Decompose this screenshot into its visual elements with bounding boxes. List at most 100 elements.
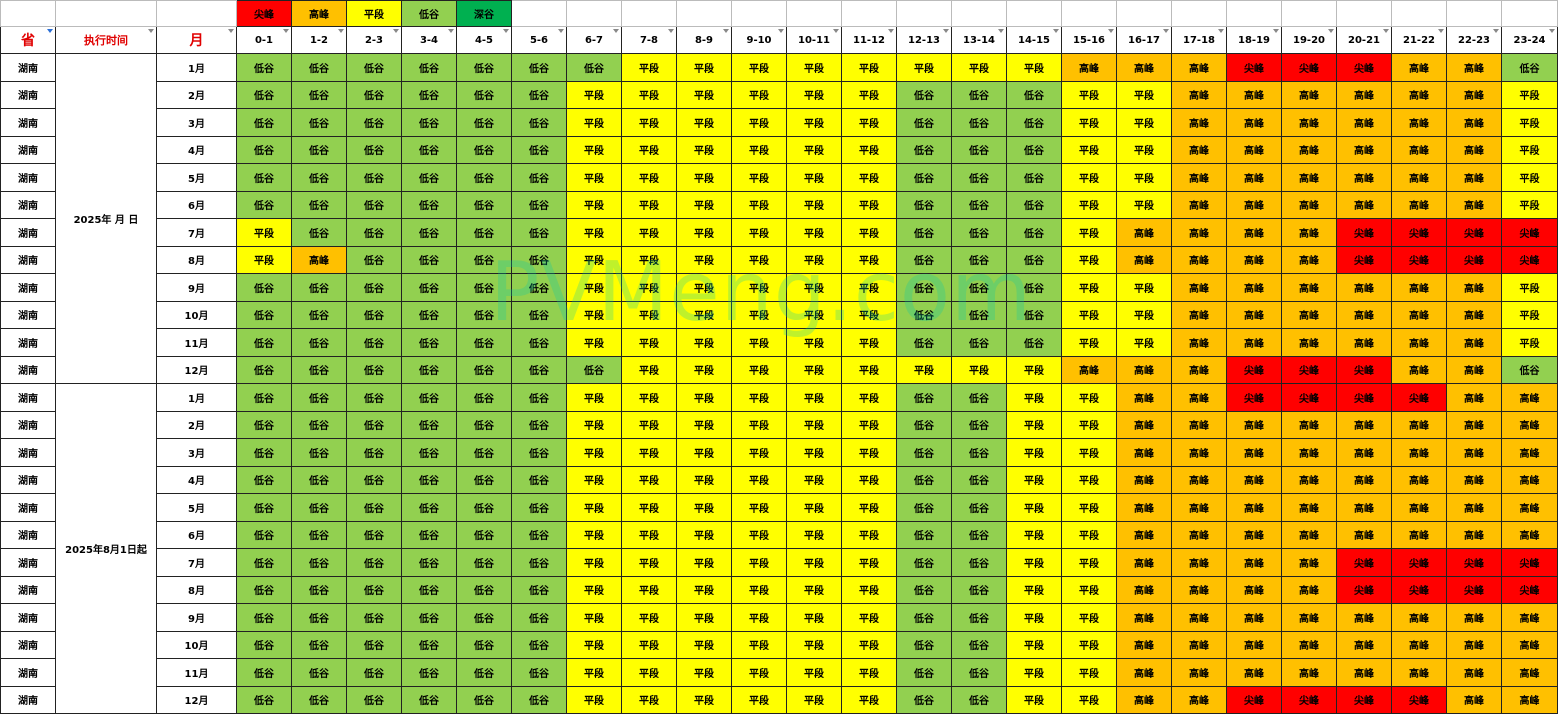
- header-hour[interactable]: 19-20: [1281, 26, 1337, 54]
- cell-period-gao[interactable]: 高峰: [1171, 548, 1227, 577]
- cell-period-gao[interactable]: 高峰: [1446, 135, 1502, 164]
- cell-period-gao[interactable]: 高峰: [1116, 685, 1172, 714]
- cell-period-di[interactable]: 低谷: [896, 685, 952, 714]
- cell-period-gao[interactable]: 高峰: [1446, 273, 1502, 302]
- cell-period-di[interactable]: 低谷: [291, 603, 347, 632]
- cell-period-jian[interactable]: 尖峰: [1336, 685, 1392, 714]
- cell-period-gao[interactable]: 高峰: [1116, 493, 1172, 522]
- cell-period-gao[interactable]: 高峰: [1281, 300, 1337, 329]
- cell-period-gao[interactable]: 高峰: [1226, 493, 1282, 522]
- cell-period-ping[interactable]: 平段: [731, 465, 787, 494]
- cell-month[interactable]: 3月: [156, 438, 237, 467]
- cell-period-di[interactable]: 低谷: [1006, 273, 1062, 302]
- cell-period-ping[interactable]: 平段: [621, 328, 677, 357]
- cell-period-gao[interactable]: 高峰: [1446, 163, 1502, 192]
- cell-period-ping[interactable]: 平段: [786, 548, 842, 577]
- cell-period-di[interactable]: 低谷: [236, 273, 292, 302]
- cell-period-gao[interactable]: 高峰: [1171, 603, 1227, 632]
- cell-period-gao[interactable]: 高峰: [1446, 493, 1502, 522]
- cell-period-ping[interactable]: 平段: [676, 410, 732, 439]
- cell-period-gao[interactable]: 高峰: [1281, 135, 1337, 164]
- cell-period-ping[interactable]: 平段: [621, 300, 677, 329]
- cell-period-jian[interactable]: 尖峰: [1226, 53, 1282, 82]
- cell-period-di[interactable]: 低谷: [346, 108, 402, 137]
- cell-period-jian[interactable]: 尖峰: [1281, 355, 1337, 384]
- cell-period-ping[interactable]: 平段: [566, 218, 622, 247]
- cell-period-ping[interactable]: 平段: [731, 685, 787, 714]
- cell-period-gao[interactable]: 高峰: [1501, 630, 1558, 659]
- cell-period-gao[interactable]: 高峰: [1336, 410, 1392, 439]
- cell-period-gao[interactable]: 高峰: [1336, 658, 1392, 687]
- cell-period-di[interactable]: 低谷: [346, 603, 402, 632]
- cell-period-di[interactable]: 低谷: [951, 685, 1007, 714]
- cell-period-gao[interactable]: 高峰: [1446, 328, 1502, 357]
- filter-dropdown-icon[interactable]: [1273, 29, 1279, 33]
- filter-dropdown-icon[interactable]: [338, 29, 344, 33]
- cell-period-ping[interactable]: 平段: [786, 465, 842, 494]
- cell-period-ping[interactable]: 平段: [731, 355, 787, 384]
- cell-period-gao[interactable]: 高峰: [1391, 493, 1447, 522]
- cell-period-ping[interactable]: 平段: [1006, 465, 1062, 494]
- cell-period-di[interactable]: 低谷: [896, 465, 952, 494]
- header-hour[interactable]: 16-17: [1116, 26, 1172, 54]
- cell-period-di[interactable]: 低谷: [236, 548, 292, 577]
- cell-period-di[interactable]: 低谷: [346, 328, 402, 357]
- cell-period-di[interactable]: 低谷: [291, 630, 347, 659]
- cell-period-ping[interactable]: 平段: [786, 658, 842, 687]
- legend-gao[interactable]: 高峰: [291, 0, 347, 27]
- cell-period-di[interactable]: 低谷: [1006, 163, 1062, 192]
- cell-period-jian[interactable]: 尖峰: [1281, 685, 1337, 714]
- cell-period-ping[interactable]: 平段: [676, 493, 732, 522]
- cell-period-di[interactable]: 低谷: [236, 520, 292, 549]
- cell-period-di[interactable]: 低谷: [401, 80, 457, 109]
- empty-cell[interactable]: [1226, 0, 1282, 27]
- cell-period-jian[interactable]: 尖峰: [1226, 355, 1282, 384]
- cell-period-ping[interactable]: 平段: [236, 245, 292, 274]
- cell-period-ping[interactable]: 平段: [731, 493, 787, 522]
- cell-period-ping[interactable]: 平段: [841, 383, 897, 412]
- cell-period-gao[interactable]: 高峰: [1116, 548, 1172, 577]
- cell-period-di[interactable]: 低谷: [896, 575, 952, 604]
- cell-period-ping[interactable]: 平段: [1061, 245, 1117, 274]
- cell-period-ping[interactable]: 平段: [1006, 548, 1062, 577]
- cell-period-di[interactable]: 低谷: [951, 658, 1007, 687]
- cell-period-ping[interactable]: 平段: [566, 630, 622, 659]
- cell-period-ping[interactable]: 平段: [841, 438, 897, 467]
- cell-period-gao[interactable]: 高峰: [1171, 135, 1227, 164]
- cell-period-gao[interactable]: 高峰: [1336, 135, 1392, 164]
- cell-period-ping[interactable]: 平段: [841, 273, 897, 302]
- cell-month[interactable]: 5月: [156, 163, 237, 192]
- cell-period-di[interactable]: 低谷: [511, 465, 567, 494]
- cell-period-ping[interactable]: 平段: [676, 300, 732, 329]
- cell-period-gao[interactable]: 高峰: [1391, 438, 1447, 467]
- cell-period-di[interactable]: 低谷: [401, 438, 457, 467]
- header-hour[interactable]: 1-2: [291, 26, 347, 54]
- cell-period-gao[interactable]: 高峰: [1391, 520, 1447, 549]
- cell-period-di[interactable]: 低谷: [896, 658, 952, 687]
- empty-cell[interactable]: [1061, 0, 1117, 27]
- cell-province[interactable]: 湖南: [0, 163, 56, 192]
- cell-period-ping[interactable]: 平段: [1061, 465, 1117, 494]
- cell-period-ping[interactable]: 平段: [1061, 410, 1117, 439]
- cell-period-ping[interactable]: 平段: [621, 465, 677, 494]
- cell-period-ping[interactable]: 平段: [1501, 108, 1558, 137]
- cell-period-ping[interactable]: 平段: [566, 108, 622, 137]
- cell-period-ping[interactable]: 平段: [1061, 300, 1117, 329]
- cell-period-gao[interactable]: 高峰: [1446, 603, 1502, 632]
- cell-period-di[interactable]: 低谷: [346, 190, 402, 219]
- cell-period-gao[interactable]: 高峰: [1501, 685, 1558, 714]
- cell-period-di[interactable]: 低谷: [401, 520, 457, 549]
- cell-period-ping[interactable]: 平段: [566, 575, 622, 604]
- cell-period-gao[interactable]: 高峰: [1116, 438, 1172, 467]
- cell-period-di[interactable]: 低谷: [511, 630, 567, 659]
- cell-period-ping[interactable]: 平段: [566, 603, 622, 632]
- cell-period-ping[interactable]: 平段: [566, 245, 622, 274]
- cell-period-di[interactable]: 低谷: [401, 658, 457, 687]
- cell-period-jian[interactable]: 尖峰: [1281, 53, 1337, 82]
- cell-period-ping[interactable]: 平段: [786, 493, 842, 522]
- cell-period-gao[interactable]: 高峰: [1391, 300, 1447, 329]
- cell-period-gao[interactable]: 高峰: [1336, 163, 1392, 192]
- cell-period-ping[interactable]: 平段: [841, 53, 897, 82]
- cell-period-di[interactable]: 低谷: [291, 163, 347, 192]
- filter-dropdown-icon[interactable]: [47, 29, 53, 33]
